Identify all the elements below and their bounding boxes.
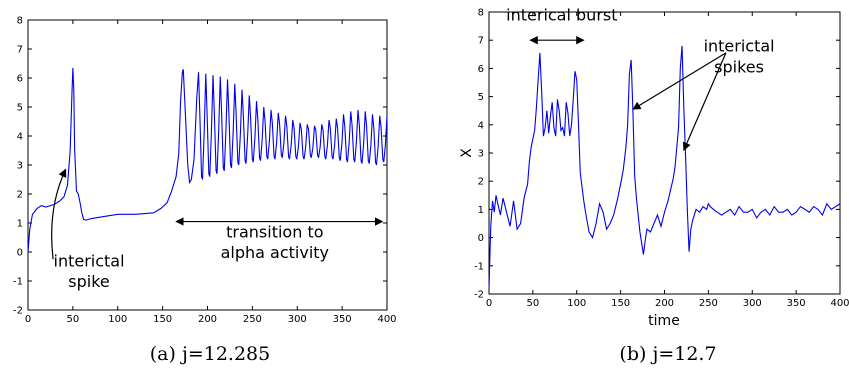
panel-b-x-tick-label: 300 bbox=[743, 298, 762, 309]
panel-a-annotation-arrow bbox=[51, 168, 67, 260]
panel-b-y-tick-label: -2 bbox=[474, 290, 484, 301]
panel-a-annotation-text: interictal bbox=[54, 252, 125, 271]
panel-b-y-tick-label: 2 bbox=[478, 177, 484, 188]
panel-b-x-axis: 0 50 100 150 200 250 300 350 400 bbox=[486, 12, 849, 309]
panel-a-y-tick-label: 5 bbox=[17, 103, 23, 114]
panel-b-x-tick-label: 150 bbox=[611, 298, 630, 309]
panel-a-x-tick-label: 300 bbox=[288, 314, 307, 325]
panel-b-x-tick-label: 400 bbox=[830, 298, 849, 309]
panel-a-y-tick-label: 6 bbox=[17, 74, 23, 85]
panel-b-y-tick-label: -1 bbox=[474, 261, 484, 272]
panel-b-x-axis-label: time bbox=[648, 313, 680, 329]
panel-b-annotation-arrow bbox=[632, 52, 727, 110]
panel-b-annotations: interical burst interictal spikes bbox=[506, 5, 775, 151]
panel-a-x-tick-label: 50 bbox=[67, 314, 80, 325]
panel-b-x-tick-label: 250 bbox=[699, 298, 718, 309]
panel-a-annotation-text: transition to bbox=[226, 223, 323, 242]
panel-a-x-tick-label: 200 bbox=[198, 314, 217, 325]
panel-a-annotation-text: alpha activity bbox=[221, 243, 329, 262]
panel-b-y-tick-label: 5 bbox=[478, 92, 484, 103]
panel-a-caption: (a) j=12.285 bbox=[150, 343, 271, 365]
panel-b-x-tick-label: 0 bbox=[486, 298, 492, 309]
panel-b-caption: (b) j=12.7 bbox=[619, 343, 716, 365]
panel-a-y-tick-label: 8 bbox=[17, 16, 23, 27]
panel-a-y-tick-label: -2 bbox=[13, 306, 23, 317]
panel-a-x-tick-label: 400 bbox=[377, 314, 396, 325]
panel-a-x-tick-label: 0 bbox=[25, 314, 31, 325]
panel-b-y-tick-label: 4 bbox=[478, 120, 484, 131]
panel-b-annotation-text: spikes bbox=[714, 58, 764, 77]
panel-b-x-tick-label: 350 bbox=[787, 298, 806, 309]
panel-b-x-tick-label: 50 bbox=[527, 298, 540, 309]
panel-b: 0 50 100 150 200 250 300 350 400 -2 -1 0 1 2 3 4 5 6 7 8 i… bbox=[459, 5, 849, 365]
panel-b-y-tick-label: 6 bbox=[478, 64, 484, 75]
panel-b-annotation-arrow bbox=[682, 52, 727, 151]
panel-a-x-tick-label: 350 bbox=[333, 314, 352, 325]
panel-b-annotation-text: interictal bbox=[704, 36, 775, 55]
panel-b-y-tick-label: 7 bbox=[478, 36, 484, 47]
panel-a-y-tick-label: 7 bbox=[17, 45, 23, 56]
panel-b-x-tick-label: 200 bbox=[655, 298, 674, 309]
panel-a: 0 50 100 150 200 250 300 350 400 -2 -1 0 1 2 3 4 5 6 7 8 i… bbox=[13, 16, 397, 366]
panel-b-y-tick-label: 1 bbox=[478, 205, 484, 216]
panel-b-series-line bbox=[488, 45, 841, 289]
panel-b-y-axis-label: X bbox=[459, 148, 475, 158]
panel-b-y-tick-label: 8 bbox=[478, 8, 484, 19]
panel-b-x-tick-label: 100 bbox=[567, 298, 586, 309]
panel-a-y-axis: -2 -1 0 1 2 3 4 5 6 7 8 bbox=[13, 16, 387, 317]
panel-a-series-line bbox=[27, 67, 388, 253]
panel-a-y-tick-label: 0 bbox=[17, 248, 23, 259]
panel-b-annotation-text: interical burst bbox=[506, 5, 617, 24]
panel-a-y-tick-label: -1 bbox=[13, 277, 23, 288]
panel-a-y-tick-label: 3 bbox=[17, 161, 23, 172]
panel-b-y-tick-label: 3 bbox=[478, 149, 484, 160]
panel-a-x-tick-label: 150 bbox=[153, 314, 172, 325]
panel-a-y-tick-label: 1 bbox=[17, 219, 23, 230]
panel-b-y-axis: -2 -1 0 1 2 3 4 5 6 7 8 bbox=[474, 8, 840, 301]
panel-a-x-axis: 0 50 100 150 200 250 300 350 400 bbox=[25, 20, 397, 325]
panel-b-plot-frame bbox=[488, 11, 841, 295]
panel-b-y-tick-label: 0 bbox=[478, 233, 484, 244]
panel-a-y-tick-label: 4 bbox=[17, 132, 23, 143]
panel-a-x-tick-label: 250 bbox=[243, 314, 262, 325]
panel-a-annotation-text: spike bbox=[68, 272, 109, 291]
panel-a-x-tick-label: 100 bbox=[108, 314, 127, 325]
panel-a-y-tick-label: 2 bbox=[17, 190, 23, 201]
